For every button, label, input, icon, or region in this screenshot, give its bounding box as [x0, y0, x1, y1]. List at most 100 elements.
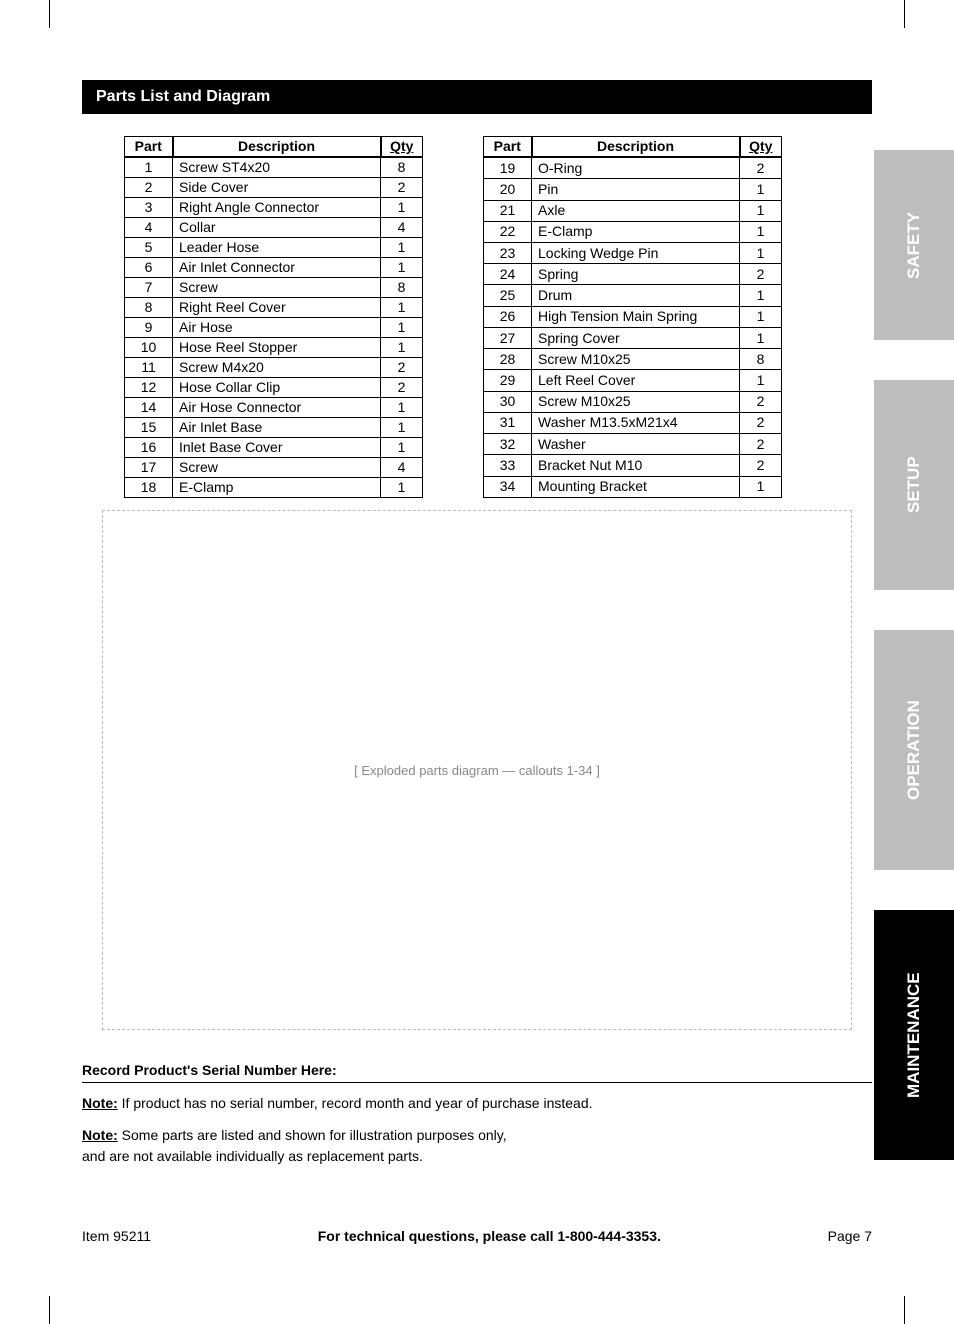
- cell-qty: 1: [381, 298, 423, 318]
- tab-maintenance[interactable]: MAINTENANCE: [874, 910, 954, 1160]
- cell-description: Hose Collar Clip: [173, 378, 381, 398]
- cell-part: 15: [125, 418, 173, 438]
- cell-description: Side Cover: [173, 178, 381, 198]
- cell-description: Drum: [532, 285, 740, 306]
- page-footer: Item 95211 For technical questions, plea…: [82, 1228, 872, 1244]
- cell-description: Screw M10x25: [532, 391, 740, 412]
- cell-qty: 1: [740, 327, 782, 348]
- cell-part: 19: [484, 157, 532, 179]
- cell-qty: 1: [381, 238, 423, 258]
- diagram-placeholder: [ Exploded parts diagram — callouts 1-34…: [102, 510, 852, 1030]
- cell-description: Screw: [173, 278, 381, 298]
- note-2-text-a: Some parts are listed and shown for illu…: [118, 1127, 507, 1143]
- cell-description: Screw ST4x20: [173, 157, 381, 178]
- note-lead: Note:: [82, 1095, 118, 1111]
- notes-section: Record Product's Serial Number Here: Not…: [82, 1060, 872, 1166]
- cell-qty: 1: [740, 285, 782, 306]
- cell-qty: 2: [740, 434, 782, 455]
- table-row: 9Air Hose1: [125, 318, 423, 338]
- footer-phone: For technical questions, please call 1-8…: [318, 1228, 661, 1244]
- cell-part: 23: [484, 242, 532, 263]
- col-header-description: Description: [532, 137, 740, 158]
- cell-part: 17: [125, 458, 173, 478]
- cell-description: Hose Reel Stopper: [173, 338, 381, 358]
- cell-part: 34: [484, 476, 532, 497]
- cell-part: 24: [484, 264, 532, 285]
- table-row: 3Right Angle Connector1: [125, 198, 423, 218]
- cell-description: Inlet Base Cover: [173, 438, 381, 458]
- cell-qty: 1: [740, 179, 782, 200]
- tab-operation[interactable]: OPERATION: [874, 630, 954, 870]
- cell-qty: 2: [740, 157, 782, 179]
- cell-qty: 1: [381, 418, 423, 438]
- side-tabs: SAFETY SETUP OPERATION MAINTENANCE: [874, 150, 954, 1160]
- cell-qty: 1: [381, 258, 423, 278]
- cell-description: Screw M10x25: [532, 349, 740, 370]
- table-row: 14Air Hose Connector1: [125, 398, 423, 418]
- cell-description: Screw: [173, 458, 381, 478]
- table-row: 11Screw M4x202: [125, 358, 423, 378]
- cell-part: 18: [125, 478, 173, 498]
- table-row: 10Hose Reel Stopper1: [125, 338, 423, 358]
- cell-qty: 2: [740, 264, 782, 285]
- section-title: Parts List and Diagram: [82, 80, 872, 114]
- cell-part: 10: [125, 338, 173, 358]
- cell-description: Air Hose: [173, 318, 381, 338]
- serial-number-label: Record Product's Serial Number Here:: [82, 1060, 872, 1083]
- cell-description: E-Clamp: [532, 221, 740, 242]
- cell-qty: 1: [381, 318, 423, 338]
- col-header-description: Description: [173, 137, 381, 158]
- cell-part: 8: [125, 298, 173, 318]
- cell-description: Air Inlet Base: [173, 418, 381, 438]
- col-header-qty: Qty: [381, 137, 423, 158]
- footer-item-number: Item 95211: [82, 1228, 151, 1244]
- cell-part: 30: [484, 391, 532, 412]
- table-row: 24Spring2: [484, 264, 782, 285]
- table-row: 26High Tension Main Spring1: [484, 306, 782, 327]
- cell-part: 27: [484, 327, 532, 348]
- cell-description: E-Clamp: [173, 478, 381, 498]
- cell-qty: 1: [740, 200, 782, 221]
- cell-qty: 4: [381, 218, 423, 238]
- cell-part: 29: [484, 370, 532, 391]
- table-row: 17Screw4: [125, 458, 423, 478]
- col-header-part: Part: [484, 137, 532, 158]
- cell-description: Bracket Nut M10: [532, 455, 740, 476]
- cell-description: O-Ring: [532, 157, 740, 179]
- parts-table-right: Part Description Qty 19O-Ring220Pin121Ax…: [483, 136, 782, 498]
- cell-description: Left Reel Cover: [532, 370, 740, 391]
- cell-part: 31: [484, 412, 532, 433]
- table-row: 1Screw ST4x208: [125, 157, 423, 178]
- table-row: 23Locking Wedge Pin1: [484, 242, 782, 263]
- cell-description: Spring: [532, 264, 740, 285]
- cell-description: Right Reel Cover: [173, 298, 381, 318]
- cell-part: 26: [484, 306, 532, 327]
- cell-part: 16: [125, 438, 173, 458]
- cell-qty: 1: [740, 476, 782, 497]
- cell-part: 1: [125, 157, 173, 178]
- cell-qty: 1: [381, 198, 423, 218]
- table-row: 6Air Inlet Connector1: [125, 258, 423, 278]
- footer-page-number: Page 7: [828, 1228, 872, 1244]
- table-row: 2Side Cover2: [125, 178, 423, 198]
- table-row: 20Pin1: [484, 179, 782, 200]
- cell-qty: 2: [740, 391, 782, 412]
- note-2-text-b: and are not available individually as re…: [82, 1148, 423, 1164]
- cell-qty: 1: [740, 306, 782, 327]
- cell-part: 20: [484, 179, 532, 200]
- cell-part: 9: [125, 318, 173, 338]
- cell-qty: 8: [740, 349, 782, 370]
- table-row: 33Bracket Nut M102: [484, 455, 782, 476]
- cell-description: Locking Wedge Pin: [532, 242, 740, 263]
- cell-qty: 2: [740, 455, 782, 476]
- table-row: 18E-Clamp1: [125, 478, 423, 498]
- cell-part: 6: [125, 258, 173, 278]
- tab-setup[interactable]: SETUP: [874, 380, 954, 590]
- cell-part: 11: [125, 358, 173, 378]
- cell-part: 33: [484, 455, 532, 476]
- tab-safety[interactable]: SAFETY: [874, 150, 954, 340]
- cell-part: 14: [125, 398, 173, 418]
- table-row: 8Right Reel Cover1: [125, 298, 423, 318]
- cell-qty: 4: [381, 458, 423, 478]
- cell-part: 25: [484, 285, 532, 306]
